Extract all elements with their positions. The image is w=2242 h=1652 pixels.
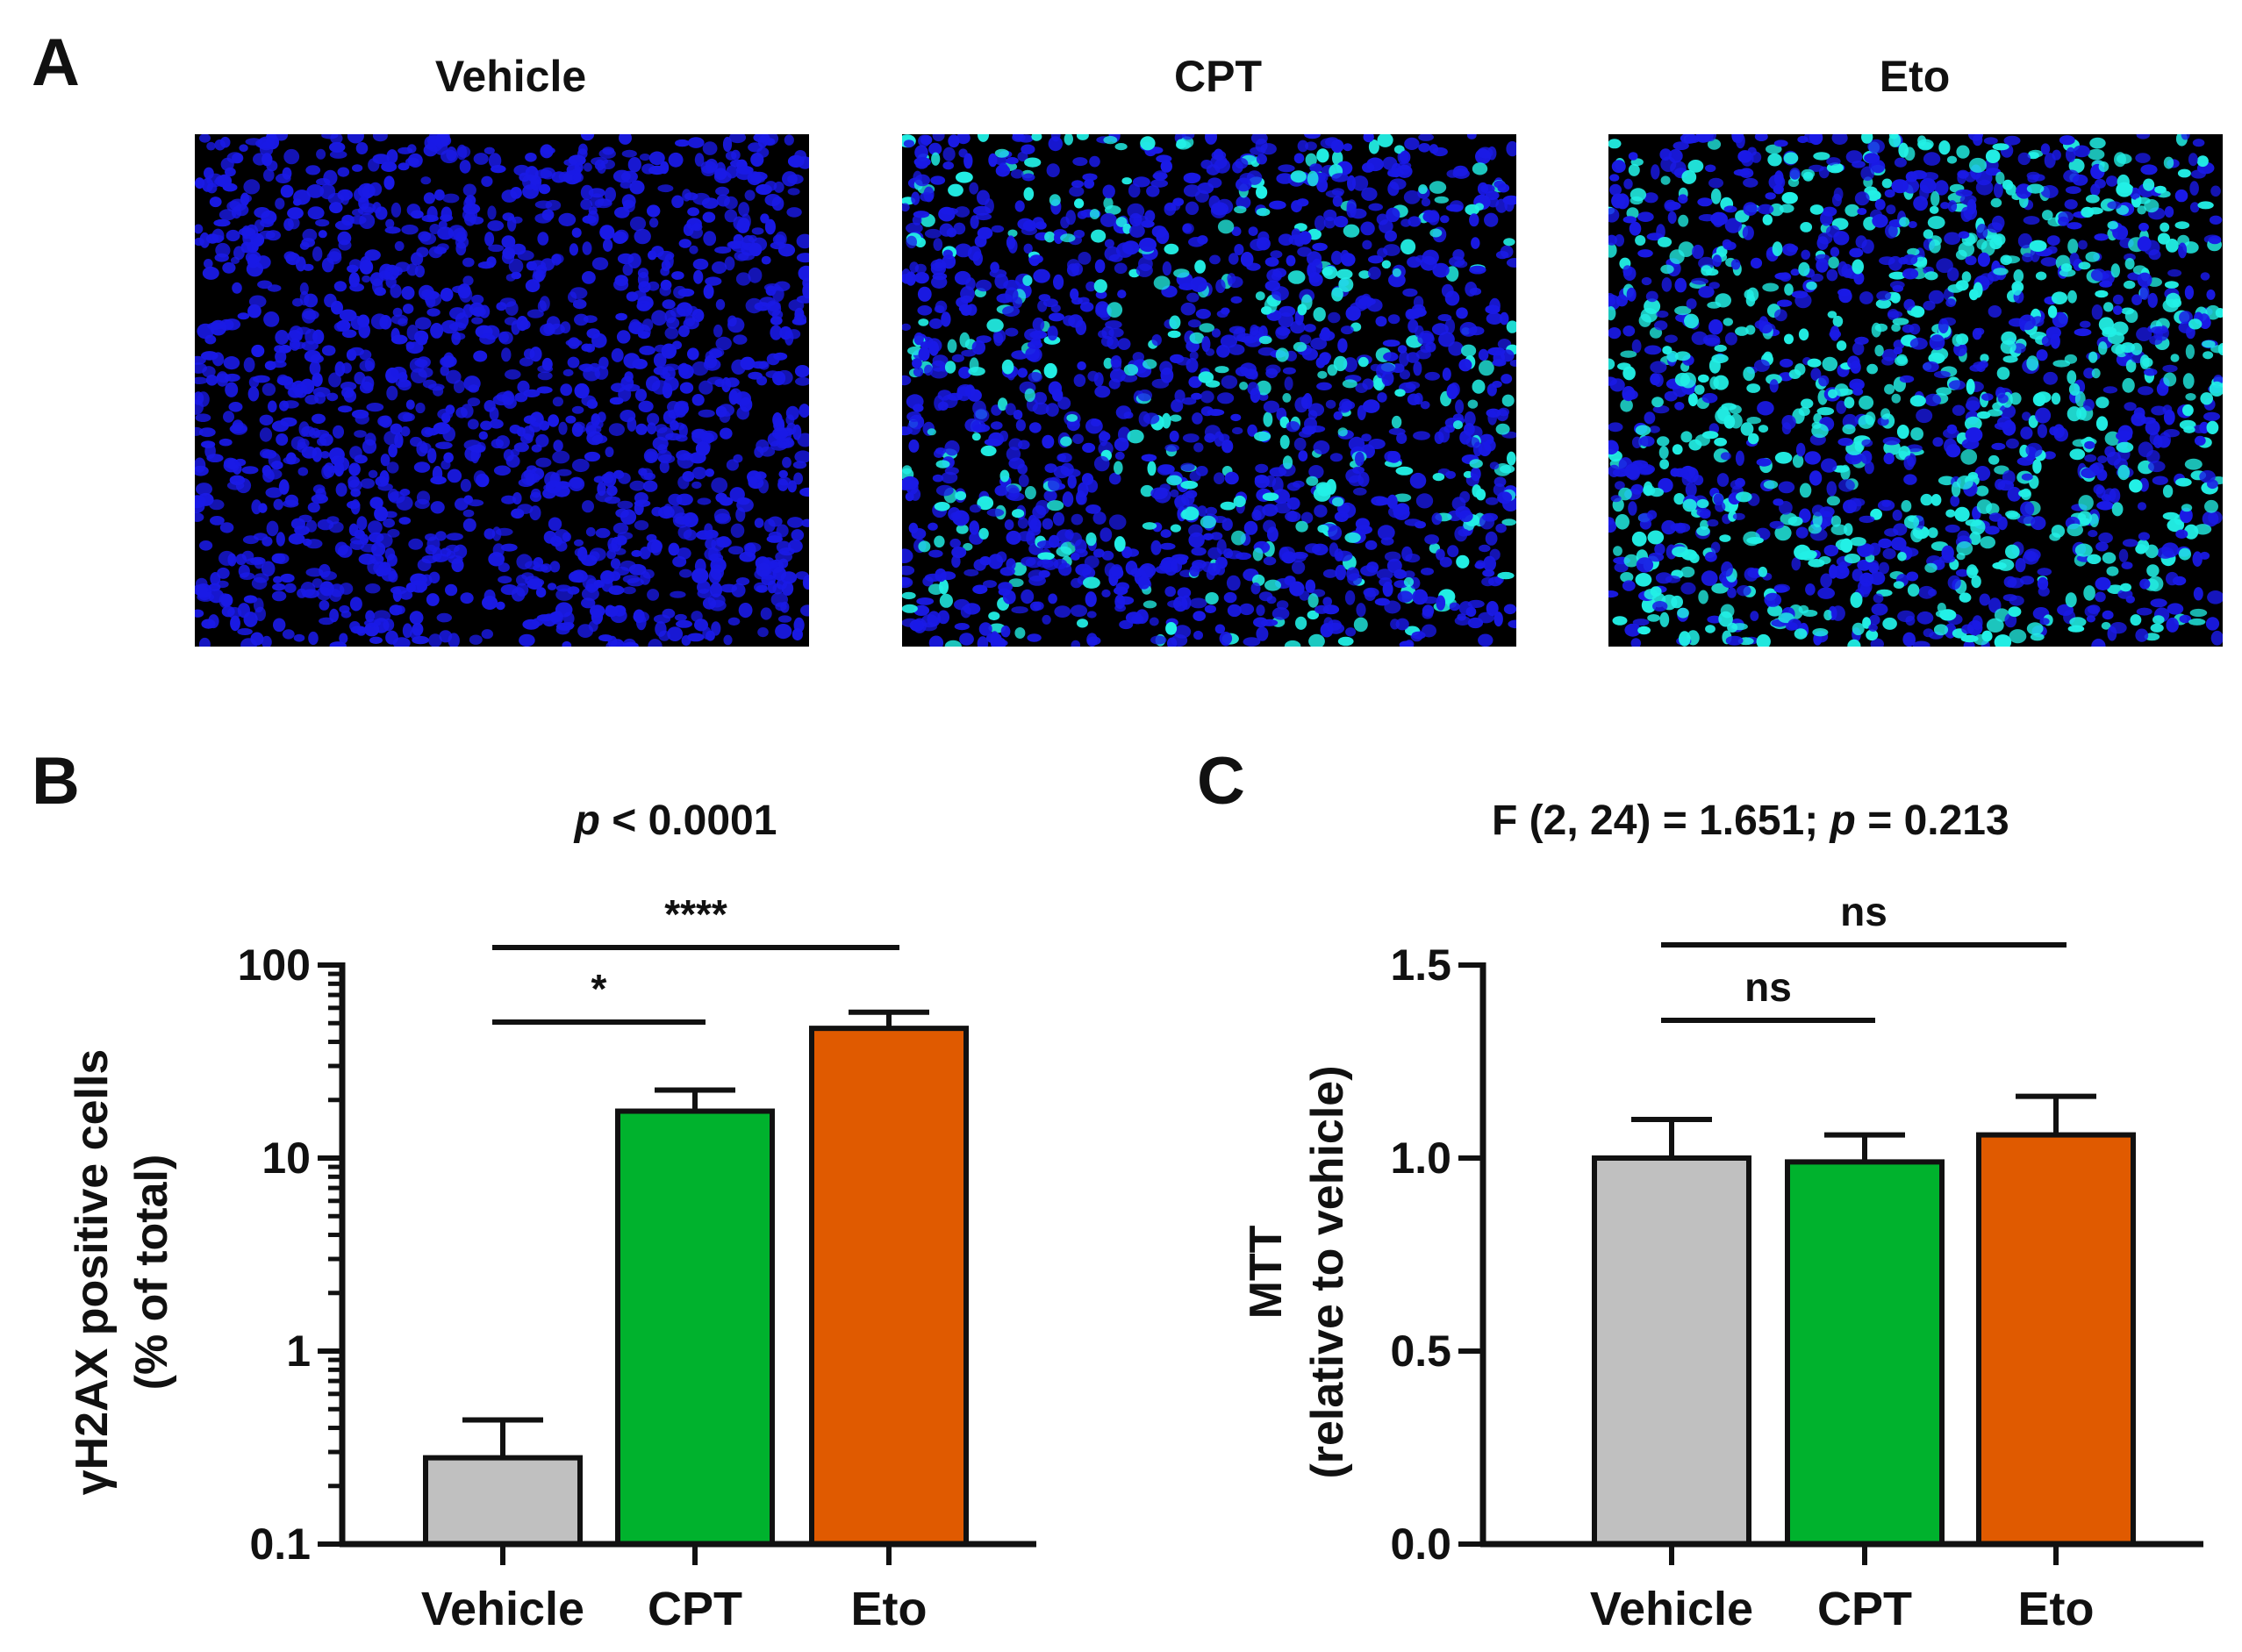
y-tick-label: 1 xyxy=(286,1327,311,1376)
significance-label: ns xyxy=(1744,964,1792,1010)
y-axis-label: γH2AX positive cells xyxy=(67,1049,118,1496)
y-tick-label: 0.0 xyxy=(1390,1520,1451,1569)
x-category-label: Vehicle xyxy=(421,1583,584,1635)
y-tick-label: 0.5 xyxy=(1390,1327,1451,1376)
charts-layer: 0.1 1 10 100 Vehicle CPT Eto γH2AX positive cel… xyxy=(0,0,2242,1652)
y-tick-label: 1.0 xyxy=(1390,1134,1451,1183)
significance-label: * xyxy=(591,966,607,1012)
bar-cpt xyxy=(1787,1162,1942,1544)
y-tick-label: 0.1 xyxy=(249,1520,311,1569)
x-category-label: CPT xyxy=(648,1583,742,1635)
bar-vehicle xyxy=(1594,1158,1749,1544)
bar-cpt xyxy=(618,1112,772,1544)
y-axis-label-sub: (relative to vehicle) xyxy=(1302,1065,1353,1478)
y-tick-label: 100 xyxy=(238,940,311,990)
significance-label: ns xyxy=(1840,889,1887,934)
x-category-label: Eto xyxy=(851,1583,928,1635)
bar-eto xyxy=(1979,1135,2133,1544)
bar-eto xyxy=(812,1028,966,1544)
y-axis-label-sub: (% of total) xyxy=(126,1155,177,1391)
y-tick-label: 10 xyxy=(261,1134,311,1183)
y-tick-label: 1.5 xyxy=(1390,940,1451,990)
x-category-label: Eto xyxy=(2018,1583,2095,1635)
x-category-label: CPT xyxy=(1817,1583,1912,1635)
bar-vehicle xyxy=(426,1458,580,1544)
x-category-label: Vehicle xyxy=(1590,1583,1753,1635)
y-axis-label: MTT xyxy=(1241,1225,1292,1319)
significance-label: **** xyxy=(664,891,727,937)
